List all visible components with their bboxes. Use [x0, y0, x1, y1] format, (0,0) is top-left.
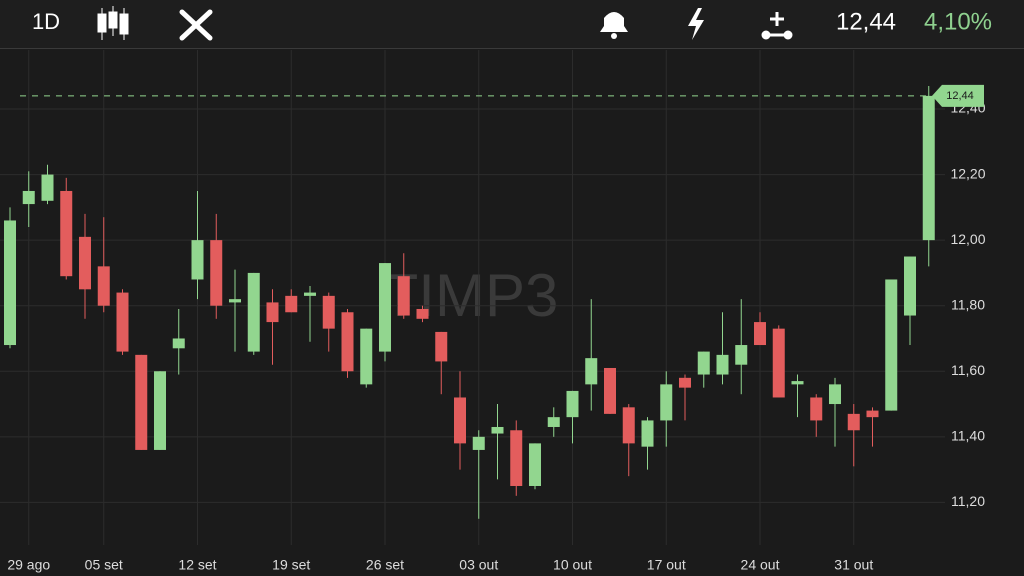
y-tick-label: 11,80 — [951, 296, 985, 312]
candle-body — [679, 377, 691, 388]
candle-body — [41, 174, 54, 201]
x-tick-label: 26 set — [366, 557, 404, 573]
candle-body — [641, 420, 654, 447]
candle-body — [566, 390, 579, 418]
candle-body — [229, 299, 241, 303]
candle-body — [304, 292, 316, 296]
candle-body — [322, 295, 335, 329]
candle-body — [172, 338, 185, 349]
candle-body — [716, 354, 729, 375]
candle-body — [904, 256, 916, 316]
tools-icon[interactable] — [179, 9, 213, 41]
candle-body — [191, 240, 204, 280]
x-tick-label: 29 ago — [7, 557, 50, 573]
candle-body — [454, 397, 466, 444]
candle-body — [754, 322, 766, 346]
candle-body — [4, 220, 16, 346]
candle-body — [22, 190, 35, 205]
x-tick-label: 17 out — [647, 557, 686, 573]
candle-body — [491, 426, 504, 434]
candle-body — [810, 397, 823, 421]
candle-body — [135, 354, 148, 450]
x-tick-label: 24 out — [741, 557, 780, 573]
candle-body — [60, 190, 73, 277]
candle-body — [360, 328, 373, 385]
toolbar — [0, 0, 1024, 48]
candle-body — [697, 351, 710, 375]
candle-body — [397, 276, 410, 316]
candle-body — [154, 371, 166, 450]
candle-body — [510, 430, 523, 486]
candle-body — [829, 384, 841, 405]
candle-body — [866, 410, 879, 418]
y-tick-label: 11,60 — [951, 362, 985, 378]
candle-body — [735, 345, 748, 365]
candle-body — [660, 384, 673, 421]
watermark: TIMP3 — [382, 262, 559, 329]
candle-body — [622, 407, 635, 444]
price-change: 4,10% — [924, 8, 992, 35]
last-price-tag — [932, 84, 984, 107]
candle-body — [847, 413, 860, 431]
candle-body — [529, 443, 541, 486]
last-price: 12,44 — [836, 8, 896, 35]
candle-body — [585, 358, 598, 385]
x-tick-label: 31 out — [834, 557, 873, 573]
candle-body — [416, 308, 429, 319]
candle-body — [791, 381, 804, 385]
chart-type-icon[interactable] — [97, 6, 129, 40]
candle-body — [247, 272, 260, 352]
alert-icon[interactable] — [600, 12, 628, 39]
candle-body — [435, 331, 448, 362]
candle-body — [922, 95, 935, 241]
y-tick-label: 11,20 — [951, 493, 985, 509]
candle-body — [97, 266, 110, 306]
candle-body — [341, 312, 354, 372]
x-tick-label: 12 set — [178, 557, 216, 573]
candle-body — [472, 436, 485, 450]
y-tick-label: 11,40 — [951, 428, 985, 444]
y-tick-label: 12,00 — [950, 231, 985, 247]
y-tick-label: 12,20 — [950, 165, 985, 181]
candle-body — [379, 263, 391, 352]
x-tick-label: 03 out — [459, 557, 498, 573]
candle-body — [772, 328, 785, 398]
candle-body — [604, 367, 616, 414]
candle-body — [210, 240, 223, 306]
x-tick-label: 19 set — [272, 557, 310, 573]
candle-body — [266, 302, 279, 323]
last-price-tag-label: 12,44 — [946, 90, 974, 102]
x-tick-label: 10 out — [553, 557, 592, 573]
candle-body — [547, 417, 560, 427]
x-tick-label: 05 set — [85, 557, 123, 573]
candle-body — [116, 292, 129, 352]
period-button[interactable]: 1D — [32, 9, 60, 34]
candle-body — [79, 236, 91, 290]
candle-body — [885, 279, 898, 411]
candle-body — [285, 295, 298, 313]
add-indicator-icon[interactable] — [761, 12, 793, 40]
flash-icon[interactable] — [688, 8, 704, 40]
